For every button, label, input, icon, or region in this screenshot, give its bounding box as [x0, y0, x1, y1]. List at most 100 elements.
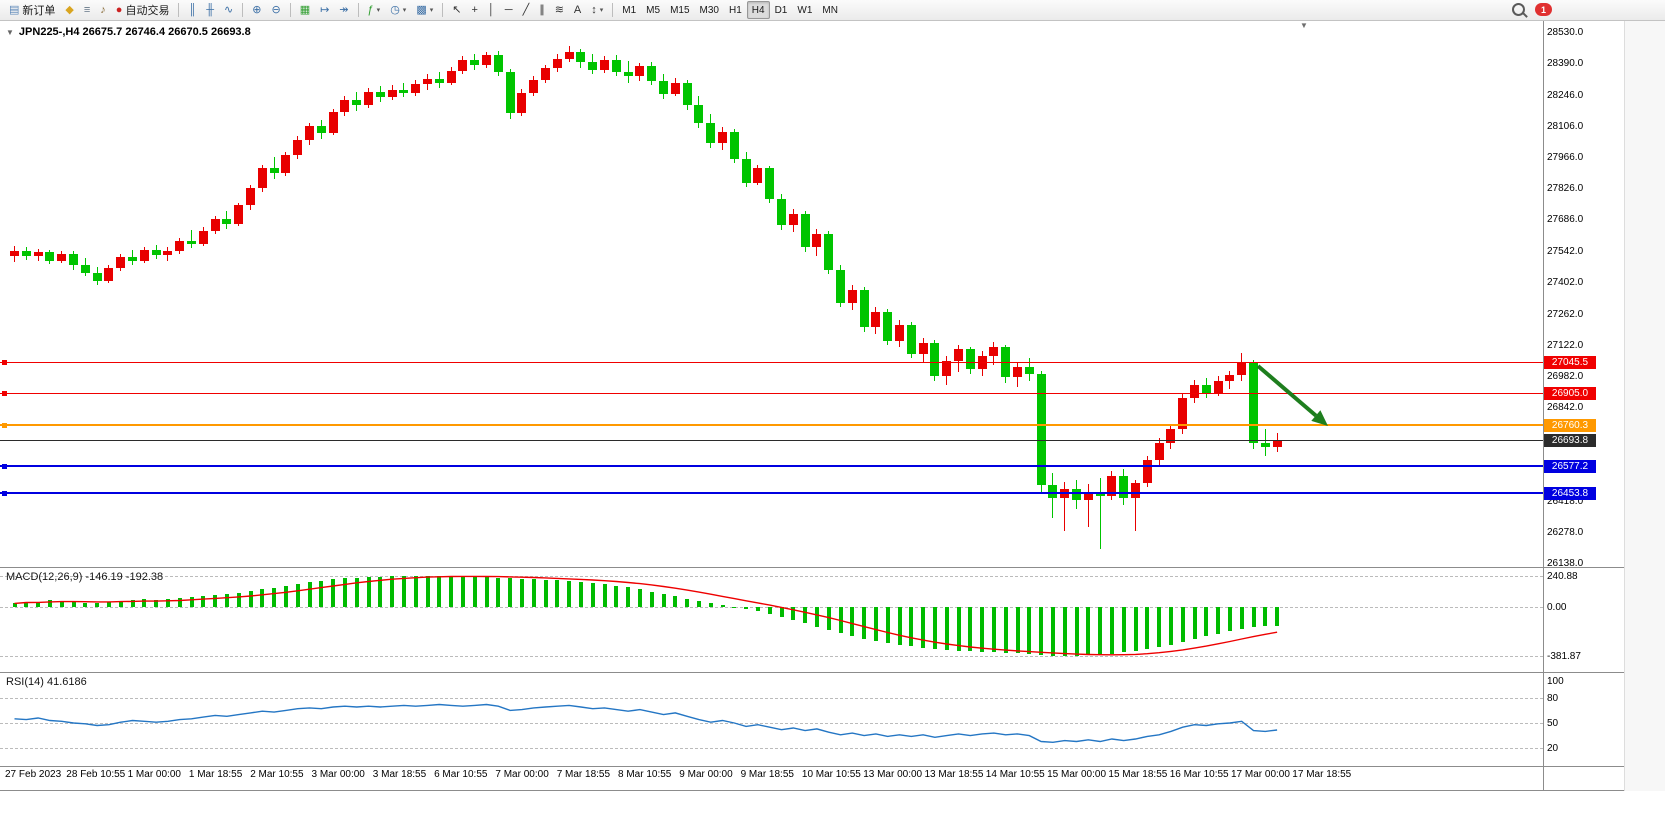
macd-histogram-bar	[36, 602, 41, 607]
new-order-button[interactable]: ▤ 新订单	[4, 1, 60, 19]
timeframe-h1-button[interactable]: H1	[724, 1, 747, 19]
line-handle[interactable]	[2, 390, 7, 396]
crosshair-button[interactable]: +	[466, 1, 482, 19]
time-axis-label: 28 Feb 10:55	[66, 769, 126, 780]
zoom-out-icon: ⊖	[271, 3, 281, 16]
price-chart-plot-area[interactable]	[0, 21, 1543, 567]
candlestick-chart-button[interactable]: ╫	[201, 1, 219, 19]
candle	[293, 139, 303, 156]
one-click-trading-toggle[interactable]: ▼	[6, 27, 14, 37]
autotrading-button[interactable]: ● 自动交易	[111, 1, 175, 19]
macd-histogram-bar	[425, 575, 430, 607]
macd-histogram-bar	[991, 607, 996, 653]
timeframe-mn-button[interactable]: MN	[817, 1, 843, 19]
panel-splitter[interactable]	[0, 567, 1624, 568]
line-handle[interactable]	[2, 490, 7, 496]
templates-button[interactable]: ▩ ▾	[411, 1, 438, 19]
fibonacci-button[interactable]: ≋	[550, 1, 569, 19]
support-line-2[interactable]	[0, 491, 1543, 494]
macd-histogram-bar	[1062, 607, 1067, 657]
current-price-line[interactable]	[0, 439, 1543, 441]
templates-icon: ▩	[416, 3, 427, 16]
notification-badge[interactable]: 1	[1535, 3, 1552, 16]
chart-shift-marker[interactable]: ▼	[1300, 21, 1308, 30]
zoom-in-button[interactable]: ⊕	[247, 1, 266, 19]
periods-button[interactable]: ◷ ▾	[385, 1, 411, 19]
candle	[777, 198, 786, 226]
macd-histogram-bar	[319, 580, 324, 607]
print-button[interactable]: ≡	[79, 1, 95, 19]
candle-wick	[1087, 484, 1089, 528]
cursor-button[interactable]: ↖	[447, 1, 466, 19]
zoom-in-icon: ⊕	[252, 3, 262, 16]
timeframe-m30-button[interactable]: M30	[695, 1, 724, 19]
macd-histogram-bar	[1039, 607, 1044, 655]
timeframe-m1-button[interactable]: M1	[617, 1, 641, 19]
timeframe-d1-button[interactable]: D1	[770, 1, 793, 19]
macd-histogram-bar	[272, 587, 277, 607]
timeframe-h4-button[interactable]: H4	[746, 1, 770, 19]
macd-histogram-bar	[366, 577, 371, 607]
autotrading-button-label: 自动交易	[125, 5, 170, 17]
candle-wick	[1135, 479, 1136, 532]
line-chart-button[interactable]: ∿	[219, 1, 238, 19]
arrows-button[interactable]: ↕ ▾	[586, 1, 608, 19]
timeframe-m15-button[interactable]: M15	[665, 1, 694, 19]
line-handle[interactable]	[2, 463, 7, 469]
autotrading-icon: ●	[115, 3, 123, 16]
chart-shift-button[interactable]: ↠	[334, 1, 353, 19]
timeframe-m5-button[interactable]: M5	[641, 1, 665, 19]
line-handle[interactable]	[2, 359, 7, 365]
text-button[interactable]: A	[569, 1, 586, 19]
dropdown-caret-icon[interactable]: ▾	[599, 7, 604, 14]
candle	[541, 67, 550, 80]
support-line-1[interactable]	[0, 464, 1543, 467]
vertical-line-icon: │	[487, 3, 495, 16]
dropdown-caret-icon[interactable]: ▾	[429, 7, 434, 14]
macd-histogram-bar	[1275, 607, 1280, 626]
macd-histogram-bar	[850, 607, 855, 637]
candle	[871, 311, 881, 328]
bar-chart-button[interactable]: ║	[183, 1, 201, 19]
panel-splitter[interactable]	[0, 672, 1624, 673]
tile-windows-button[interactable]: ▦	[295, 1, 315, 19]
metaeditor-button[interactable]: ◆	[60, 1, 78, 19]
timeframe-mn-button-label: MN	[822, 4, 838, 16]
zoom-out-button[interactable]: ⊖	[266, 1, 285, 19]
macd-histogram-bar	[980, 607, 985, 652]
line-handle[interactable]	[2, 422, 7, 428]
macd-histogram-bar	[130, 600, 135, 607]
macd-histogram-bar	[154, 599, 159, 607]
print-icon: ≡	[83, 3, 91, 16]
indicators-button[interactable]: ƒ ▾	[363, 1, 386, 19]
horizontal-line-button[interactable]: ─	[500, 1, 518, 19]
candle	[10, 250, 19, 257]
auto-scroll-button[interactable]: ↦	[315, 1, 334, 19]
candle	[446, 70, 456, 84]
dropdown-caret-icon[interactable]: ▾	[402, 7, 407, 14]
macd-label: MACD(12,26,9) -146.19 -192.38	[6, 571, 164, 583]
pivot-line[interactable]	[0, 423, 1543, 426]
candle	[659, 80, 668, 95]
resistance-line-1[interactable]	[0, 361, 1543, 363]
rsi-plot-area[interactable]	[0, 673, 1543, 766]
time-axis-label: 15 Mar 00:00	[1047, 769, 1107, 780]
search-icon[interactable]	[1512, 3, 1525, 16]
macd-histogram-bar	[1074, 607, 1079, 656]
macd-histogram-bar	[260, 589, 265, 607]
time-axis-label: 17 Mar 00:00	[1231, 769, 1290, 780]
resistance-line-2[interactable]	[0, 392, 1543, 394]
timeframe-w1-button[interactable]: W1	[792, 1, 817, 19]
sound-alert-button[interactable]: ♪	[95, 1, 111, 19]
candle	[576, 52, 586, 62]
macd-histogram-bar	[295, 584, 300, 607]
right-margin	[1624, 21, 1665, 791]
trendline-button[interactable]: ╱	[518, 1, 535, 19]
macd-histogram-bar	[590, 582, 595, 607]
macd-level-line	[0, 656, 1543, 658]
equidistant-channel-button[interactable]: ∥	[534, 1, 550, 19]
macd-histogram-bar	[12, 603, 17, 607]
vertical-line-button[interactable]: │	[483, 1, 500, 19]
time-axis-label: 17 Mar 18:55	[1292, 769, 1352, 780]
dropdown-caret-icon[interactable]: ▾	[376, 7, 381, 14]
